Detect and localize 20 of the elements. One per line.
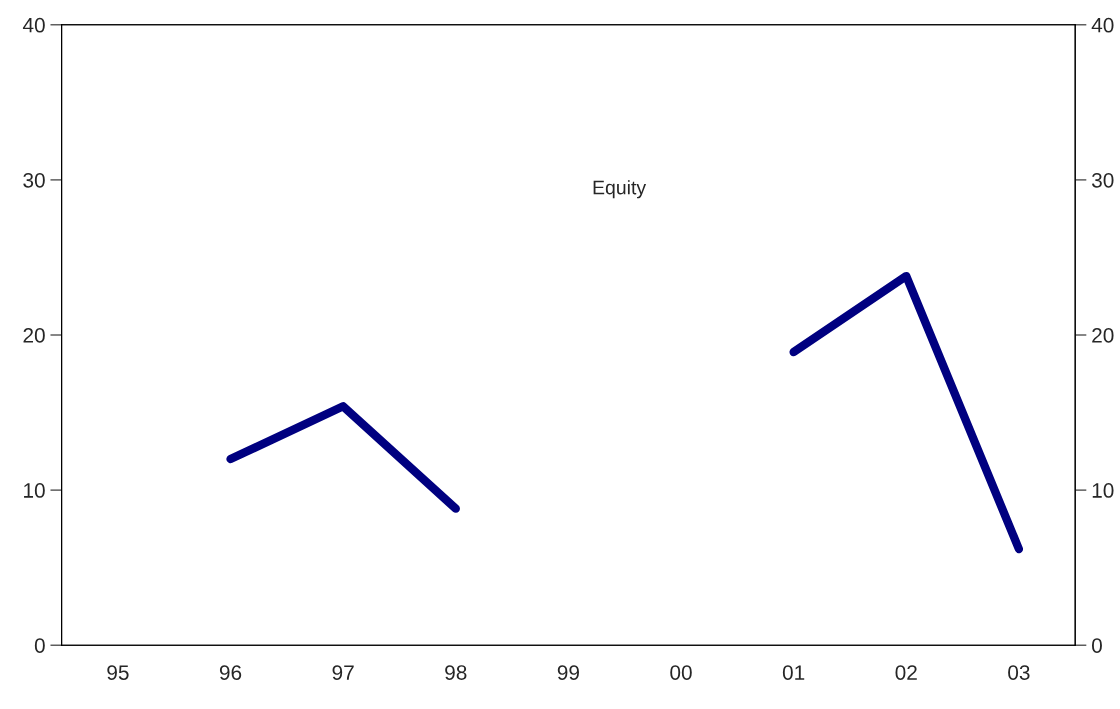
y2-tick-label: 40 xyxy=(1091,17,1114,33)
x-tick-label: 97 xyxy=(332,665,354,680)
x-tick-label: 01 xyxy=(782,665,805,680)
y2-tick-label: 10 xyxy=(1092,483,1114,498)
x-tick-label: 02 xyxy=(895,665,917,680)
x-tick-label: 99 xyxy=(557,665,579,680)
y2-tick-label: 0 xyxy=(1091,638,1102,653)
x-tick-label: 00 xyxy=(670,665,692,680)
y2-tick-label: 20 xyxy=(1092,328,1114,343)
y-tick-label: 20 xyxy=(23,328,45,343)
y-tick-label: 40 xyxy=(22,17,45,33)
x-tick-label: 95 xyxy=(107,665,129,680)
x-tick-label: 98 xyxy=(445,665,467,680)
y-tick-label: 10 xyxy=(24,483,45,498)
y-tick-label: 30 xyxy=(23,172,45,188)
x-tick-label: 96 xyxy=(219,665,242,680)
text: Equity xyxy=(593,180,647,199)
y-tick-label: 0 xyxy=(34,638,45,653)
x-tick-label: 03 xyxy=(1008,665,1030,680)
y2-tick-label: 30 xyxy=(1091,172,1114,188)
